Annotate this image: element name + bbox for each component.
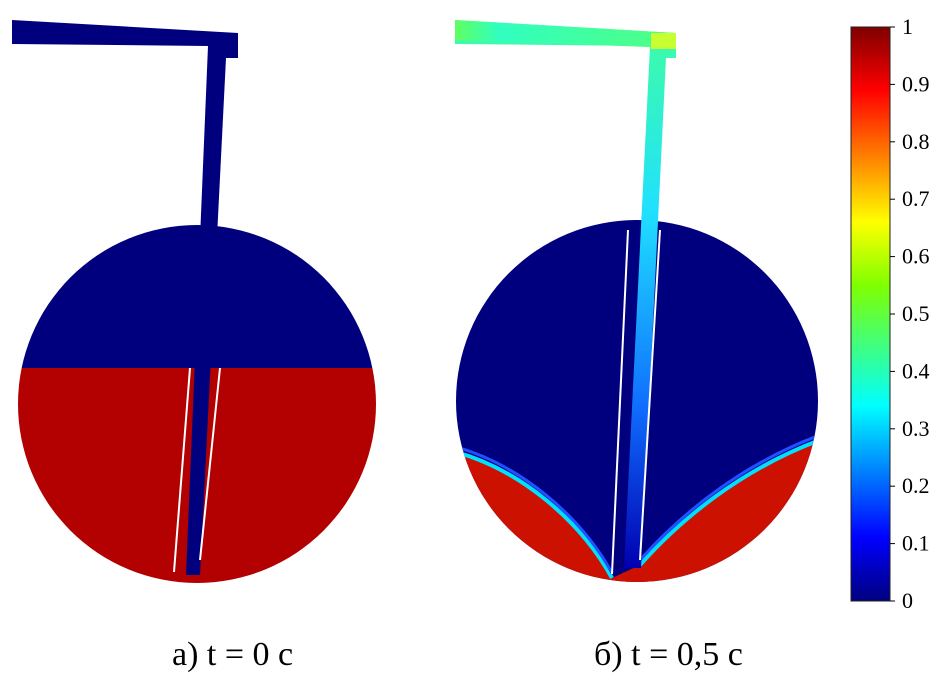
colorbar-tick-label: 0.3	[902, 416, 930, 441]
colorbar-tick-label: 0.8	[902, 129, 930, 154]
panel-b-vessel	[455, 20, 818, 582]
panel-b-interface-left	[456, 450, 614, 579]
panel-b-caption: б) t = 0,5 с	[594, 636, 743, 673]
colorbar-tick-label: 1	[902, 14, 913, 39]
colorbar: 0 0.1 0.2 0.3 0.4 0.5 0.6 0.7 0.8 0.9 1	[850, 14, 930, 613]
colorbar-tick-label: 0.5	[902, 301, 930, 326]
colorbar-tick-label: 0.2	[902, 473, 930, 498]
colorbar-tick-label: 0.7	[902, 186, 930, 211]
panel-a-vessel	[12, 20, 376, 583]
panel-a-pipe-wall-left	[173, 367, 191, 573]
panel-b-pipe-wall-left	[611, 229, 629, 575]
colorbar-tick-label: 0.4	[902, 358, 930, 383]
colorbar-tick-label: 0.9	[902, 71, 930, 96]
panel-b-pipe-wall-right	[639, 229, 661, 561]
colorbar-ticks: 0 0.1 0.2 0.3 0.4 0.5 0.6 0.7 0.8 0.9 1	[890, 14, 930, 613]
colorbar-tick-label: 0.1	[902, 531, 930, 556]
panel-b-pipe-inlet	[455, 20, 676, 48]
panel-a-pipe	[12, 20, 238, 575]
panel-a-pipe-wall-right	[199, 367, 221, 561]
colorbar-tick-label: 0	[902, 588, 913, 613]
panel-b-interface-right	[638, 438, 818, 567]
colorbar-gradient	[850, 26, 891, 602]
colorbar-tick-label: 0.6	[902, 244, 930, 269]
panel-a-caption: а) t = 0 с	[172, 636, 294, 673]
panel-b-pipe	[455, 20, 676, 568]
panel-b-pipe-corner	[651, 33, 676, 49]
